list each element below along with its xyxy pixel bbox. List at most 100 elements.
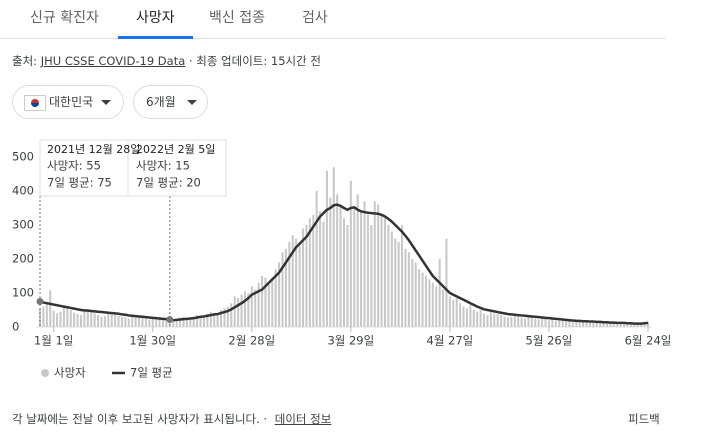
tooltip [127, 139, 227, 197]
legend-dot [41, 369, 49, 377]
bar [192, 317, 195, 327]
tooltip-average: 7일 평균: 75 [47, 176, 112, 190]
tooltip-deaths: 사망자: 55 [47, 159, 101, 173]
bar [66, 308, 69, 327]
tooltip-deaths: 사망자: 15 [136, 159, 190, 173]
bar [397, 242, 400, 327]
bar [452, 299, 455, 327]
bar [349, 180, 352, 327]
y-tick-label: 400 [12, 184, 34, 198]
x-tick-label: 1월 30일 [129, 334, 176, 348]
bar [52, 310, 55, 327]
bar [216, 315, 219, 327]
bar [595, 322, 598, 327]
bar [520, 317, 523, 327]
bar [274, 269, 277, 327]
bar [619, 322, 622, 327]
bar [438, 259, 441, 327]
bar [155, 317, 158, 327]
bar [414, 262, 417, 327]
tab[interactable]: 검사 [302, 10, 328, 26]
bar [199, 316, 202, 327]
bar [442, 289, 445, 327]
bar [537, 319, 540, 327]
footer-link[interactable]: 데이터 정보 [274, 412, 332, 426]
bar [76, 314, 79, 327]
tab[interactable]: 사망자 [136, 10, 175, 26]
source-link[interactable]: JHU CSSE COVID-19 Data [40, 54, 186, 68]
bar [49, 290, 52, 327]
bar [582, 322, 585, 327]
bar [571, 321, 574, 327]
bar [301, 228, 305, 327]
flag [24, 95, 46, 111]
bar [332, 167, 335, 327]
bar [377, 204, 380, 327]
bar [356, 194, 359, 327]
bar [363, 201, 366, 327]
bar [254, 289, 257, 327]
bar [387, 225, 390, 327]
bar [319, 211, 322, 327]
bar [513, 315, 516, 327]
country-dropdown[interactable]: 대한민국 [12, 85, 124, 119]
tab[interactable]: 신규 확진자 [30, 10, 99, 26]
bar [161, 320, 164, 327]
bar [59, 311, 62, 327]
bar [110, 311, 113, 327]
bar [226, 306, 229, 327]
updated: · 최종 업데이트: 15시간 전 [188, 54, 321, 68]
bar [558, 320, 561, 327]
bar [407, 252, 410, 327]
tooltip [39, 139, 151, 197]
bar [360, 211, 363, 327]
bar [86, 309, 89, 327]
legend-label: 사망자 [54, 366, 86, 380]
bar [500, 315, 503, 327]
bar [524, 318, 527, 327]
range-label: 6개월 [146, 95, 176, 109]
bar [496, 314, 499, 327]
x-tick-label: 4월 27일 [427, 334, 474, 348]
bar [220, 310, 223, 327]
tab[interactable]: 백신 접종 [209, 10, 265, 26]
bar [510, 316, 513, 327]
bar [79, 315, 83, 327]
bar [267, 284, 270, 327]
bar [127, 318, 130, 327]
bar [281, 252, 284, 327]
bar [554, 320, 557, 327]
bar [469, 304, 472, 327]
feedback[interactable]: 피드백 [628, 412, 660, 426]
bar [42, 306, 45, 327]
bar [230, 303, 233, 327]
bar [114, 313, 117, 327]
range-dropdown[interactable]: 6개월 [133, 85, 208, 119]
bar [479, 310, 482, 327]
bar [486, 315, 489, 327]
x-tick-label: 3월 29일 [327, 334, 374, 348]
bar [418, 269, 421, 327]
bar [305, 225, 308, 327]
footer-note: 각 날짜에는 전날 이후 보고된 사망자가 표시됩니다. · [12, 412, 268, 426]
bar [636, 322, 639, 327]
bar [431, 282, 434, 327]
bar [370, 225, 373, 327]
bar [172, 321, 175, 327]
bar [202, 316, 205, 327]
bar [117, 315, 120, 327]
bar [623, 323, 626, 327]
bar [629, 324, 632, 327]
bar [541, 317, 544, 327]
bar [564, 320, 568, 327]
y-tick-label: 500 [12, 150, 34, 164]
bar [342, 218, 346, 327]
bar [353, 208, 356, 327]
bar [93, 313, 96, 327]
bar [551, 319, 554, 327]
bar [592, 322, 595, 327]
bar [339, 204, 342, 327]
bar [134, 315, 137, 327]
bar [646, 321, 650, 327]
bar [489, 311, 492, 327]
